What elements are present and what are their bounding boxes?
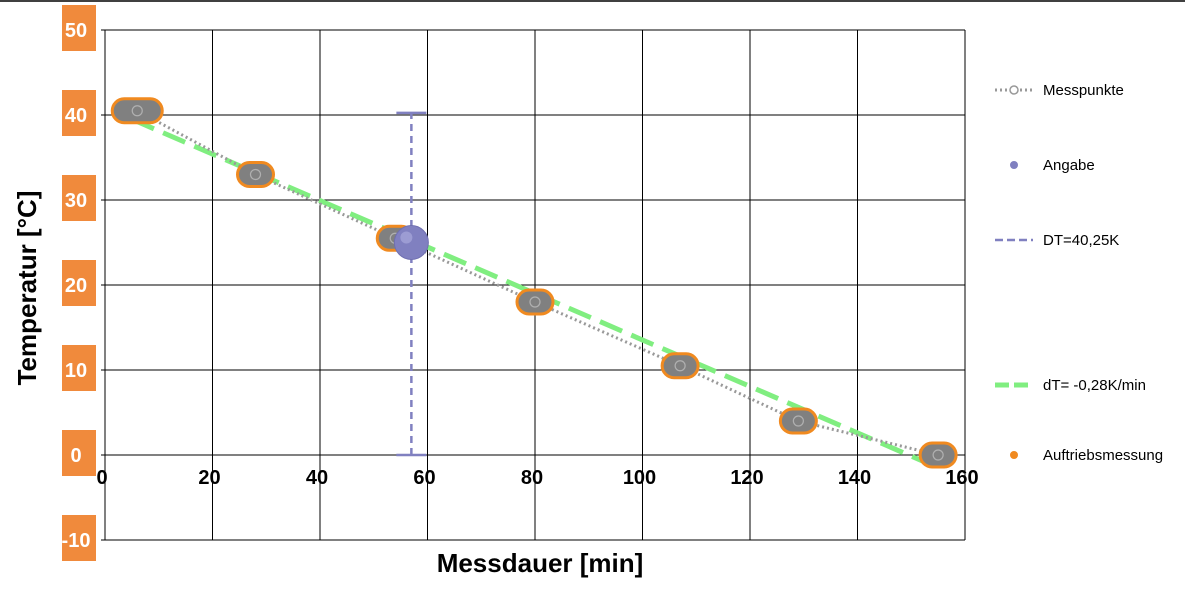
legend-swatch-angabe	[1010, 161, 1018, 169]
x-tick-label: 80	[521, 467, 543, 489]
y-tick-label: 10	[65, 360, 87, 382]
y-tick-label: 0	[70, 445, 81, 467]
messpunkte-point	[249, 168, 262, 181]
auftrieb-point	[918, 441, 958, 469]
legend-label: dT= -0,28K/min	[1043, 377, 1146, 394]
messpunkte-point	[792, 415, 804, 427]
legend-label: Auftriebsmessung	[1043, 447, 1163, 464]
auftrieb-point	[515, 288, 555, 316]
y-tick-box	[62, 90, 96, 136]
y-tick-label: -10	[62, 530, 91, 552]
y-tick-box	[62, 515, 96, 561]
y-tick-label: 20	[65, 275, 87, 297]
x-tick-label: 20	[198, 467, 220, 489]
auftrieb-point	[778, 407, 818, 435]
y-tick-label: 40	[65, 105, 87, 127]
legend-label: DT=40,25K	[1043, 232, 1119, 249]
series-layer	[110, 97, 958, 471]
grid	[101, 29, 966, 541]
y-tick-box	[62, 430, 96, 476]
y-axis-title: Temperatur [°C]	[12, 191, 42, 386]
x-tick-label: 100	[623, 467, 656, 489]
messpunkte-point	[932, 449, 944, 461]
messpunkte-point	[529, 296, 541, 308]
legend-label: Angabe	[1043, 157, 1095, 174]
y-tick-label: 30	[65, 190, 87, 212]
legend-swatch-messpunkte-marker	[1009, 85, 1019, 95]
y-tick-box	[62, 260, 96, 306]
x-tick-label: 0	[96, 467, 107, 489]
x-tick-label: 40	[306, 467, 328, 489]
legend-swatch-auftrieb	[1010, 451, 1018, 459]
x-axis-title: Messdauer [min]	[437, 548, 644, 578]
angabe-highlight	[400, 231, 413, 244]
legend: Messpunkte Angabe DT=40,25K dT= -0,28K/min A…	[995, 82, 1163, 464]
y-tick-box	[62, 175, 96, 221]
y-tick-labels: 50 40 30 20 10 0 -10	[62, 5, 96, 561]
y-tick-label: 50	[65, 20, 87, 42]
x-tick-label: 160	[945, 467, 978, 489]
x-tick-label: 120	[730, 467, 763, 489]
messpunkte-point	[131, 105, 143, 117]
angabe-point	[393, 225, 429, 260]
x-tick-label: 60	[413, 467, 435, 489]
x-tick-label: 140	[838, 467, 871, 489]
x-tick-labels: 0 20 40 60 80 100 120 140 160	[96, 467, 978, 489]
y-tick-box	[62, 5, 96, 51]
auftrieb-point	[110, 97, 164, 125]
auftrieb-point	[236, 161, 275, 188]
y-tick-box	[62, 345, 96, 391]
messpunkte-point	[674, 360, 686, 372]
auftrieb-point	[660, 352, 700, 380]
legend-label: Messpunkte	[1043, 82, 1124, 99]
